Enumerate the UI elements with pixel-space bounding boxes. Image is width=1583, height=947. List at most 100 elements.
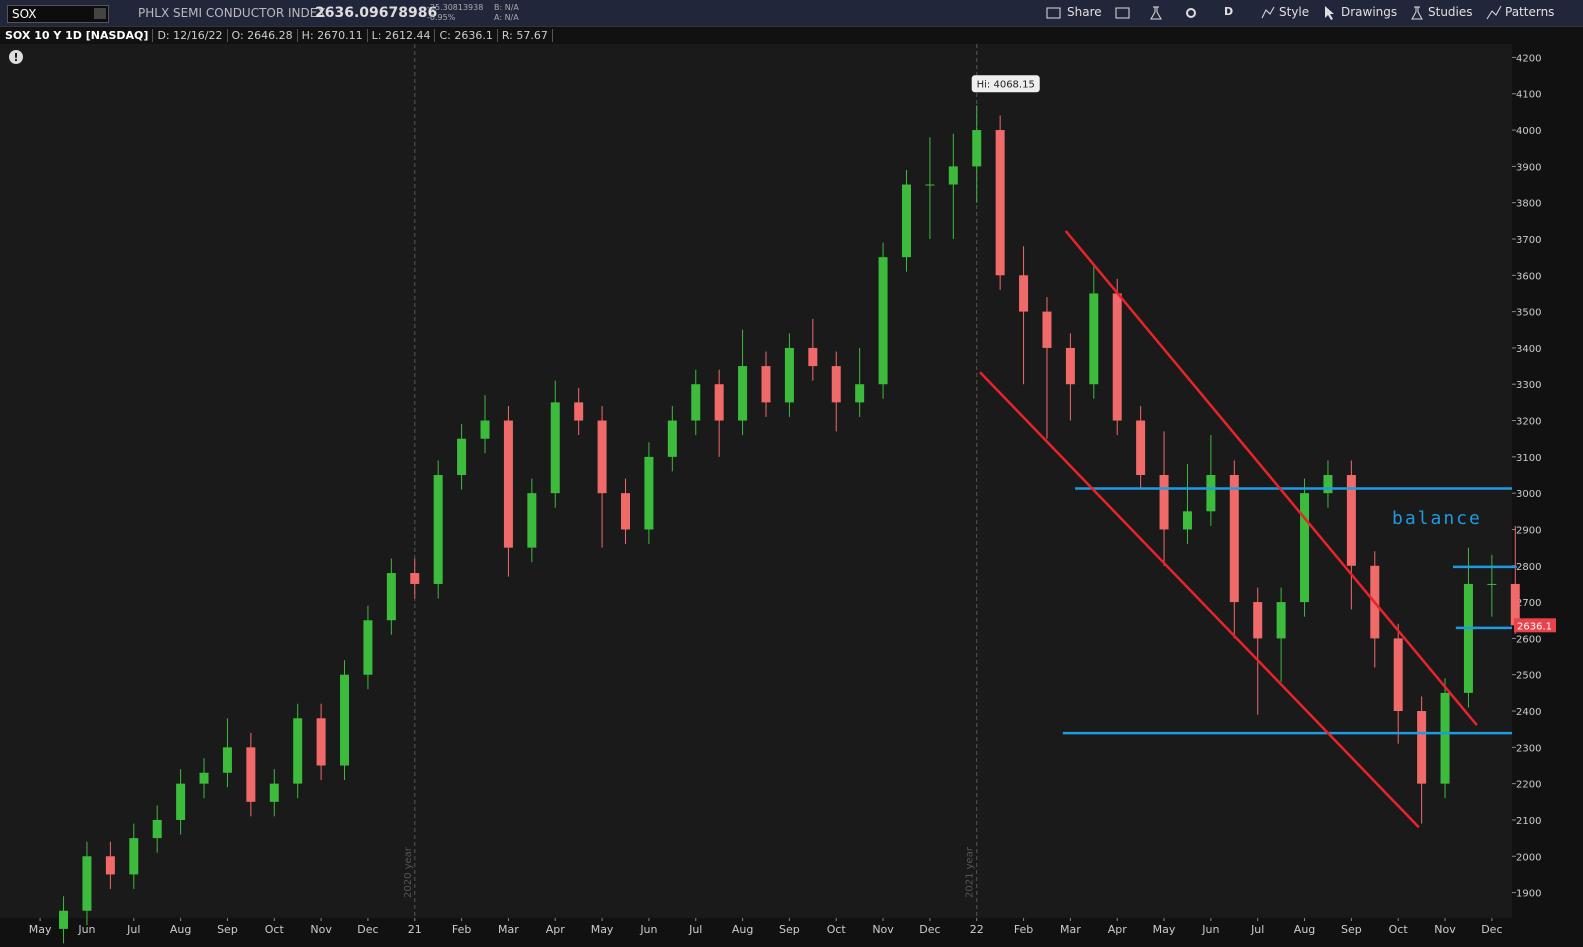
candle-body bbox=[105, 856, 115, 875]
candle-body bbox=[293, 718, 303, 784]
info-item: L: 2612.44 bbox=[372, 29, 436, 42]
chart-bg bbox=[0, 44, 1583, 947]
x-tick-label: Dec bbox=[1481, 923, 1502, 936]
y-tick-label: 2500 bbox=[1516, 671, 1541, 682]
candle-body bbox=[480, 420, 490, 439]
candle-body bbox=[901, 184, 911, 258]
candle-body bbox=[1417, 711, 1427, 784]
x-tick-label: Jul bbox=[688, 923, 702, 936]
candle-body bbox=[831, 366, 841, 403]
style-button[interactable]: Style bbox=[1279, 5, 1310, 19]
chart: ! 1900 2000 2100 2200 2300 2400 2500 2600 2700 28… bbox=[0, 44, 1583, 947]
share-button[interactable]: Share bbox=[1067, 5, 1102, 19]
y-tick-label: 3600 bbox=[1516, 271, 1541, 282]
x-tick-label: Dec bbox=[357, 923, 378, 936]
alert-icon[interactable] bbox=[9, 50, 23, 64]
candle-body bbox=[222, 747, 232, 773]
candle-body bbox=[1393, 638, 1403, 712]
candle-body bbox=[761, 366, 771, 403]
candle-body bbox=[1229, 475, 1239, 603]
flask-icon[interactable] bbox=[1150, 6, 1162, 20]
candle-body bbox=[59, 910, 69, 929]
y-tick-label: 3500 bbox=[1516, 308, 1541, 319]
x-tick-label: Oct bbox=[1389, 923, 1409, 936]
y-tick-label: 4100 bbox=[1516, 90, 1541, 101]
symbol: SOX bbox=[12, 7, 37, 21]
x-tick-label: Sep bbox=[217, 923, 238, 936]
toolbar: SOX PHLX SEMI CONDUCTOR INDEX 2636.09678… bbox=[0, 0, 1583, 27]
candle-body bbox=[316, 718, 326, 766]
candle-body bbox=[1159, 475, 1169, 530]
price-axis bbox=[1512, 44, 1583, 947]
candle-body bbox=[386, 573, 396, 621]
x-tick-label: May bbox=[591, 923, 614, 936]
hi-label: Hi: 4068.15 bbox=[977, 79, 1035, 90]
cursor-icon[interactable] bbox=[1325, 6, 1334, 20]
x-tick-label: Nov bbox=[1434, 923, 1456, 936]
info-item: C: 2636.1 bbox=[439, 29, 498, 42]
candle-body bbox=[1182, 511, 1192, 530]
y-tick-label: 2600 bbox=[1516, 634, 1541, 645]
bid: B: N/A bbox=[494, 3, 519, 12]
info-item: H: 2670.11 bbox=[302, 29, 368, 42]
x-tick-label: Aug bbox=[732, 923, 753, 936]
info-item: SOX 10 Y 1D [NASDAQ] bbox=[5, 29, 154, 42]
trend-line bbox=[1064, 230, 1478, 726]
candle-body bbox=[808, 347, 818, 367]
candle-body bbox=[855, 384, 865, 403]
share-icon[interactable] bbox=[1046, 7, 1061, 19]
hi-label-bg bbox=[971, 75, 1040, 93]
period-label: 2021 year bbox=[965, 846, 976, 898]
candle-body bbox=[176, 783, 186, 820]
studies-icon[interactable] bbox=[1411, 6, 1423, 20]
dropdown[interactable] bbox=[94, 8, 106, 19]
y-tick-label: 1900 bbox=[1516, 889, 1541, 900]
x-tick-label: Mar bbox=[1060, 923, 1081, 936]
symbol-input[interactable]: SOX bbox=[7, 5, 109, 23]
candle-body bbox=[972, 130, 982, 167]
candle-body bbox=[433, 475, 443, 584]
y-tick-label: 2400 bbox=[1516, 707, 1541, 718]
settings-icon[interactable] bbox=[1186, 8, 1196, 18]
drawings-button[interactable]: Drawings bbox=[1341, 5, 1398, 19]
candle-body bbox=[527, 493, 537, 548]
y-tick-label: 4000 bbox=[1516, 126, 1541, 137]
patterns-icon[interactable] bbox=[1486, 5, 1502, 20]
y-tick-label: 4200 bbox=[1516, 53, 1541, 64]
info-bar: SOX 10 Y 1D [NASDAQ] D: 12/16/22 O: 2646.2… bbox=[0, 27, 1583, 44]
candle-body bbox=[1136, 420, 1146, 476]
change-pct: -0.95% bbox=[427, 13, 456, 22]
style-icon[interactable] bbox=[1261, 6, 1275, 19]
info-item: R: 57.67 bbox=[502, 29, 553, 42]
candle-body bbox=[597, 420, 607, 494]
trend-line bbox=[979, 371, 1420, 829]
x-tick-label: Feb bbox=[452, 923, 471, 936]
candle-body bbox=[714, 384, 724, 421]
candle-body bbox=[691, 384, 701, 421]
candle-body bbox=[340, 674, 350, 766]
candle-body bbox=[363, 620, 373, 675]
candle-body bbox=[550, 402, 560, 494]
info-item: O: 2646.28 bbox=[232, 29, 298, 42]
x-tick-label: Jun bbox=[639, 923, 657, 936]
x-tick-label: May bbox=[29, 923, 52, 936]
candle-body bbox=[784, 347, 794, 403]
alert-mark: ! bbox=[13, 51, 18, 64]
snapshot-icon[interactable] bbox=[1115, 7, 1130, 19]
candle-body bbox=[925, 184, 935, 186]
y-tick-label: 2100 bbox=[1516, 816, 1541, 827]
candle-body bbox=[1065, 347, 1075, 385]
x-tick-label: Apr bbox=[546, 923, 566, 936]
candle-body bbox=[995, 130, 1005, 276]
candle-body bbox=[1300, 493, 1310, 603]
patterns-button[interactable]: Patterns bbox=[1505, 5, 1555, 19]
period-button[interactable]: D bbox=[1224, 5, 1234, 18]
y-tick-label: 3800 bbox=[1516, 199, 1541, 210]
x-tick-label: Oct bbox=[265, 923, 285, 936]
y-tick-label: 3300 bbox=[1516, 380, 1541, 391]
candle-body bbox=[948, 166, 958, 185]
toolbar-icons bbox=[1046, 5, 1502, 20]
x-tick-label: Apr bbox=[1108, 923, 1128, 936]
x-tick-label: Nov bbox=[872, 923, 894, 936]
studies-button[interactable]: Studies bbox=[1428, 5, 1473, 19]
